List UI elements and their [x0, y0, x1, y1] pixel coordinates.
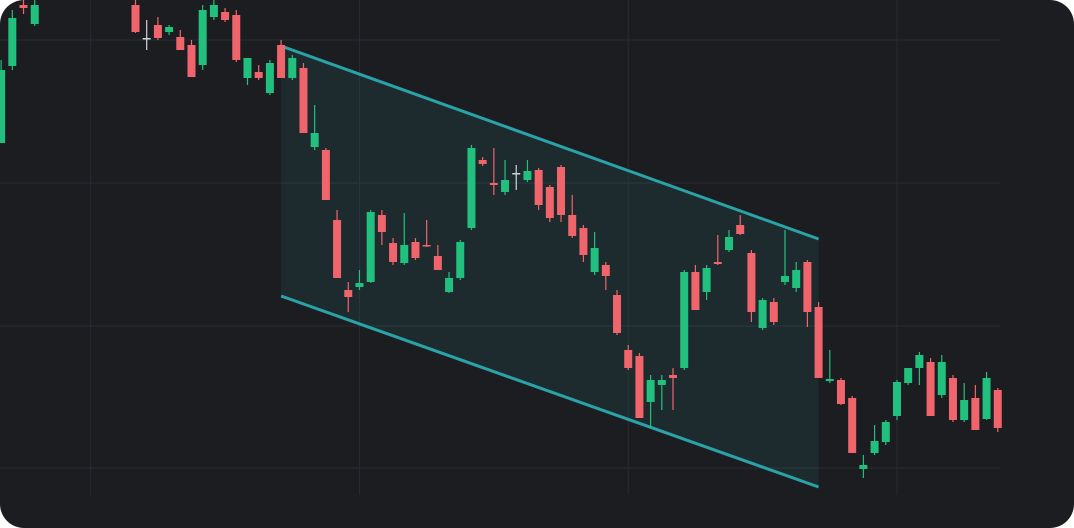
candle-body	[131, 5, 140, 32]
candle-body	[321, 150, 330, 200]
channel-lower	[280, 294, 820, 489]
candle-body	[836, 380, 845, 404]
candle-body	[411, 242, 420, 258]
candle-body	[8, 18, 17, 66]
candle-body	[0, 70, 6, 143]
candle-body	[467, 148, 476, 228]
candle-body	[545, 187, 554, 218]
candle-body	[299, 68, 308, 133]
candle-body	[400, 245, 409, 263]
candle-body	[254, 72, 263, 78]
candle-body	[937, 362, 946, 395]
candle-body	[344, 290, 353, 297]
candle-body	[366, 212, 375, 282]
candle-body	[624, 350, 633, 368]
candle-body	[948, 378, 957, 420]
candle-body	[501, 180, 510, 192]
candle-body	[433, 256, 442, 270]
candle-body	[568, 215, 577, 236]
candle-body	[792, 270, 801, 288]
candle-body	[456, 242, 465, 278]
candle-body	[993, 390, 1002, 428]
channel-upper	[280, 44, 820, 241]
candle-body	[265, 63, 274, 93]
candle-body	[489, 183, 498, 185]
candle-body	[590, 248, 599, 272]
candle-body	[702, 268, 711, 292]
candle-body	[523, 171, 532, 180]
candle-body	[747, 253, 756, 312]
candle-body	[769, 302, 778, 322]
candle-body	[657, 380, 666, 385]
candle-body	[960, 400, 969, 420]
candle-body	[859, 465, 868, 469]
candle-body	[904, 368, 913, 383]
candle-body	[982, 378, 991, 419]
candle-body	[30, 5, 39, 24]
candle-body	[389, 243, 398, 262]
candle-body	[534, 170, 543, 205]
candle-body	[870, 441, 879, 453]
candle-body	[803, 262, 812, 312]
candle-body	[680, 272, 689, 368]
candle-body	[288, 58, 297, 78]
candle-body	[355, 283, 364, 287]
candle-body	[243, 58, 252, 78]
candle-body	[422, 245, 431, 247]
candle-body	[579, 228, 588, 255]
candle-body	[153, 25, 162, 38]
candle-body	[187, 45, 196, 77]
candle-body	[725, 237, 734, 250]
candle-body	[635, 356, 644, 418]
candle-body	[198, 10, 207, 65]
candle-body	[926, 362, 935, 416]
candle-body	[232, 15, 241, 60]
candle-body	[881, 422, 890, 442]
candle-body	[19, 5, 28, 8]
candle-body	[165, 27, 174, 32]
candle-body	[209, 5, 218, 17]
candle-body	[892, 382, 901, 416]
candle-body	[736, 225, 745, 234]
candle-body	[758, 300, 767, 328]
candle-body	[971, 398, 980, 430]
candle-body	[445, 278, 454, 292]
candle-body	[478, 160, 487, 164]
candle-body	[176, 37, 185, 50]
channel-fill	[281, 46, 819, 487]
candle-body	[713, 262, 722, 264]
candle-body	[277, 45, 286, 78]
candle-body	[848, 398, 857, 453]
candle-body	[915, 355, 924, 368]
candle-body	[669, 375, 678, 378]
candle-body	[601, 265, 610, 276]
candle-body	[221, 12, 230, 20]
candle-body	[142, 38, 151, 40]
candle-body	[825, 379, 834, 381]
candle-body	[814, 307, 823, 378]
candle-body	[310, 133, 319, 147]
candle-body	[377, 215, 386, 232]
candle-body	[646, 380, 655, 402]
candle-body	[512, 173, 521, 175]
candle-body	[780, 276, 789, 282]
candle-body	[333, 220, 342, 278]
candle-body	[691, 272, 700, 310]
candle-body	[613, 295, 622, 333]
candle-body	[557, 167, 566, 215]
